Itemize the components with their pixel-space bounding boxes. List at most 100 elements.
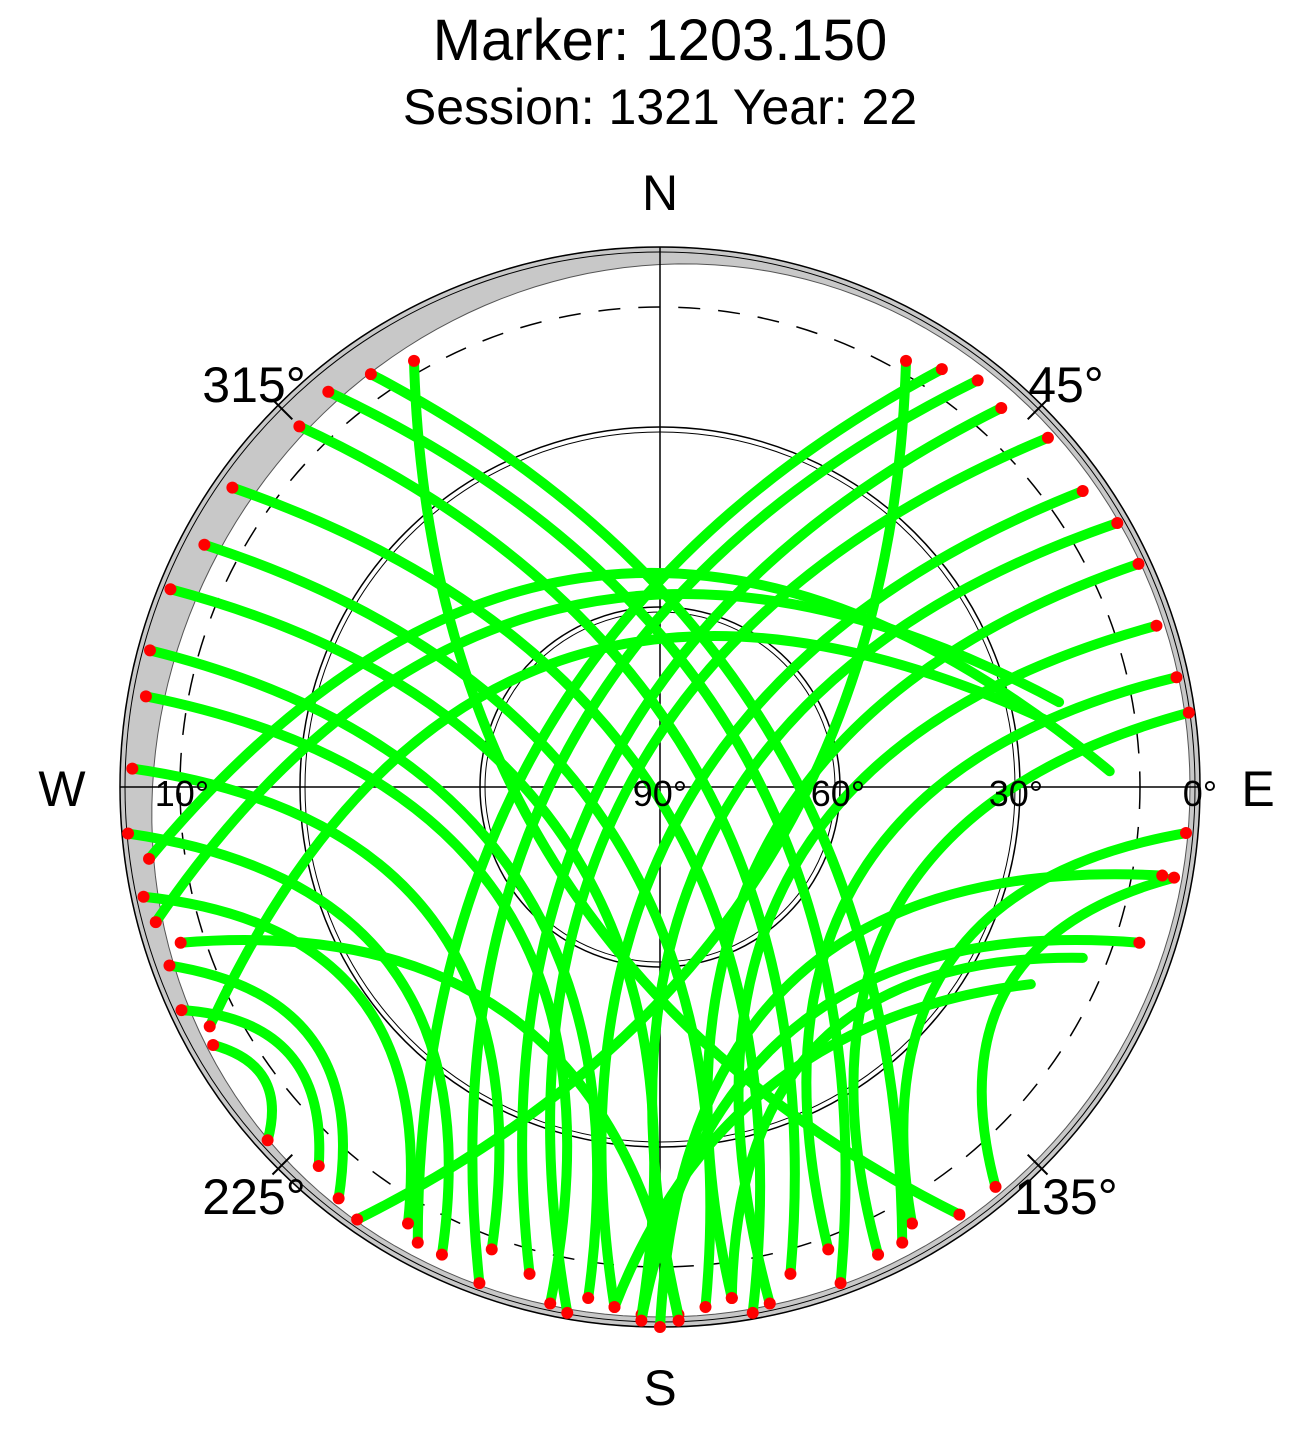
elevation-label-30: 30° bbox=[989, 773, 1043, 814]
satellite-track-4 bbox=[517, 402, 1007, 1279]
track-end-point-4 bbox=[523, 1267, 536, 1280]
track-end-point-3 bbox=[473, 1277, 486, 1290]
azimuth-label-135: 135° bbox=[1014, 1169, 1117, 1225]
track-start-point-12 bbox=[1179, 827, 1192, 840]
satellite-track-20 bbox=[165, 584, 660, 1320]
track-end-point-28 bbox=[261, 1134, 274, 1147]
azimuth-tick-45 bbox=[1026, 398, 1049, 421]
satellite-track-28 bbox=[208, 1040, 277, 1146]
track-end-point-36 bbox=[672, 1314, 685, 1327]
track-start-point-16 bbox=[322, 385, 335, 398]
track-end-point-15 bbox=[896, 1236, 909, 1249]
satellite-track-11 bbox=[848, 707, 1194, 1260]
satellite-track-35 bbox=[636, 935, 1145, 1326]
satellite-track-26 bbox=[164, 960, 348, 1204]
chart-title: Marker: 1203.150 bbox=[433, 8, 888, 73]
satellite-track-2 bbox=[412, 364, 947, 1248]
track-end-point-19 bbox=[699, 1301, 712, 1314]
track-end-point-12 bbox=[906, 1217, 918, 1230]
azimuth-label-45: 45° bbox=[1028, 357, 1104, 413]
track-end-point-23 bbox=[485, 1243, 498, 1256]
compass-west-label: W bbox=[38, 761, 86, 817]
track-end-point-13 bbox=[989, 1180, 1002, 1193]
satellite-track-36 bbox=[175, 935, 684, 1326]
satellite-track-22 bbox=[140, 691, 573, 1309]
track-start-point-4 bbox=[995, 401, 1008, 414]
track-start-point-14 bbox=[408, 354, 420, 367]
azimuth-tick-135 bbox=[1026, 1153, 1049, 1176]
track-start-point-19 bbox=[198, 538, 211, 551]
satellite-track-14 bbox=[409, 355, 965, 1220]
satellite-track-24 bbox=[123, 828, 454, 1260]
satellite-track-16 bbox=[323, 386, 851, 1289]
azimuth-label-225: 225° bbox=[202, 1169, 305, 1225]
track-end-point-22 bbox=[544, 1297, 557, 1310]
satellite-track-12 bbox=[898, 828, 1191, 1229]
track-start-point-2 bbox=[935, 363, 948, 376]
track-end-point-34 bbox=[654, 1321, 666, 1333]
track-start-point-21 bbox=[143, 644, 156, 657]
track-start-point-20 bbox=[164, 583, 177, 596]
track-start-point-6 bbox=[1076, 485, 1089, 498]
satellite-track-23 bbox=[127, 763, 505, 1255]
track-start-point-18 bbox=[226, 481, 239, 494]
track-start-point-13 bbox=[1168, 871, 1181, 884]
track-start-point-24 bbox=[122, 827, 135, 840]
track-start-point-27 bbox=[175, 1004, 188, 1017]
track-start-point-11 bbox=[1182, 706, 1195, 719]
track-end-point-26 bbox=[332, 1192, 345, 1205]
satellite-track-29 bbox=[726, 952, 1088, 1303]
satellite-track-15 bbox=[365, 369, 908, 1248]
track-end-point-27 bbox=[312, 1160, 325, 1173]
compass-south-label: S bbox=[643, 1360, 676, 1416]
track-end-point-21 bbox=[582, 1291, 595, 1304]
track-end-point-29 bbox=[725, 1291, 738, 1304]
track-start-point-1 bbox=[900, 354, 912, 367]
track-end-point-16 bbox=[834, 1277, 847, 1290]
azimuth-label-315: 315° bbox=[202, 357, 305, 413]
track-start-point-10 bbox=[1170, 671, 1183, 684]
track-start-point-25 bbox=[137, 890, 150, 903]
satellite-track-17 bbox=[294, 421, 800, 1279]
satellite-track-30 bbox=[609, 979, 1036, 1313]
track-end-point-18 bbox=[746, 1306, 759, 1319]
track-start-point-26 bbox=[163, 959, 176, 972]
track-end-point-1 bbox=[351, 1213, 364, 1226]
track-end-point-24 bbox=[435, 1248, 448, 1261]
track-start-point-17 bbox=[293, 420, 306, 433]
elevation-label-60: 60° bbox=[811, 773, 865, 814]
track-end-point-14 bbox=[953, 1208, 966, 1221]
track-end-point-9 bbox=[763, 1297, 776, 1310]
track-start-point-31 bbox=[203, 1020, 216, 1033]
satellite-track-13 bbox=[976, 872, 1180, 1192]
track-end-point-2 bbox=[411, 1236, 424, 1249]
track-end-point-5 bbox=[561, 1306, 574, 1319]
track-start-point-23 bbox=[126, 762, 139, 775]
satellite-track-33 bbox=[144, 567, 1115, 864]
track-start-point-33 bbox=[143, 852, 156, 865]
elevation-label-10: 10° bbox=[155, 773, 209, 814]
compass-north-label: N bbox=[642, 165, 678, 221]
track-start-point-3 bbox=[971, 374, 984, 387]
satellite-track-6 bbox=[596, 486, 1088, 1313]
azimuth-tick-315 bbox=[271, 398, 294, 421]
track-start-point-22 bbox=[139, 690, 152, 703]
chart-subtitle: Session: 1321 Year: 22 bbox=[403, 79, 917, 135]
track-start-point-35 bbox=[1133, 936, 1146, 949]
elevation-label-90: 90° bbox=[633, 773, 687, 814]
track-start-point-9 bbox=[1150, 619, 1163, 632]
track-end-point-10 bbox=[822, 1243, 835, 1256]
track-end-point-25 bbox=[402, 1217, 414, 1230]
track-start-point-7 bbox=[1111, 517, 1124, 529]
track-start-point-36 bbox=[174, 936, 187, 949]
track-start-point-28 bbox=[207, 1039, 220, 1051]
track-end-point-35 bbox=[635, 1314, 648, 1327]
track-start-point-32 bbox=[149, 916, 162, 929]
satellite-track-3 bbox=[467, 375, 983, 1289]
azimuth-tick-225 bbox=[271, 1153, 294, 1176]
track-start-point-15 bbox=[364, 368, 377, 381]
satellite-track-5 bbox=[545, 432, 1053, 1318]
track-start-point-8 bbox=[1132, 557, 1145, 570]
track-start-point-5 bbox=[1041, 431, 1054, 444]
